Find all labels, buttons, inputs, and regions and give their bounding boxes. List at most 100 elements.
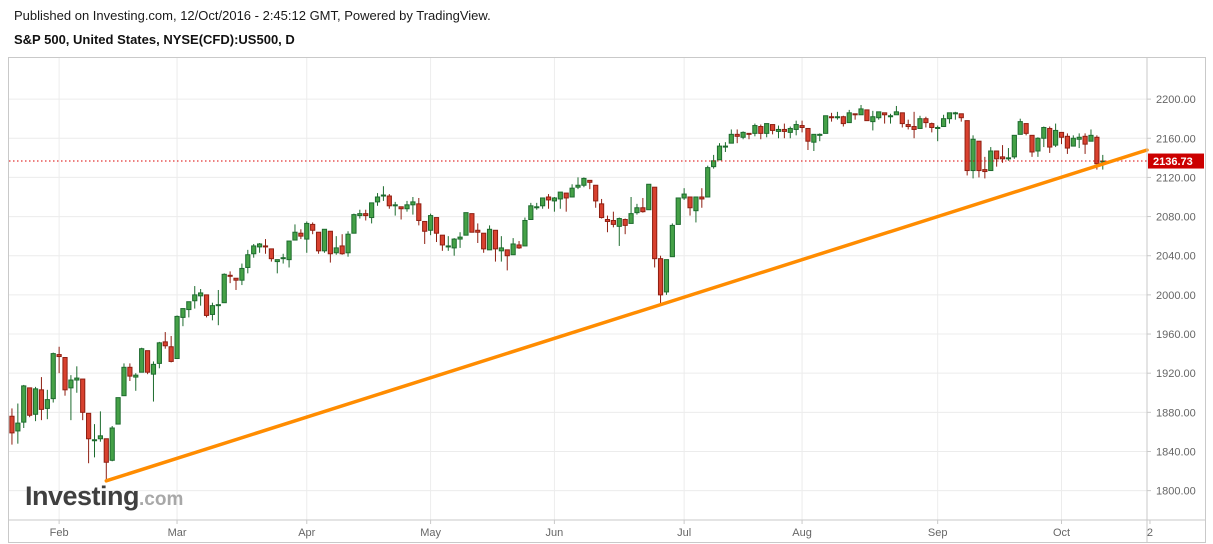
candle [616, 218, 622, 227]
candle [481, 232, 487, 250]
candle [534, 206, 540, 209]
candle [946, 112, 953, 120]
candle [828, 116, 835, 119]
investing-logo: Investing.com [25, 483, 183, 510]
candle [899, 112, 905, 125]
candle [451, 238, 457, 249]
candle [9, 415, 15, 434]
y-axis-label: 1960.00 [1156, 329, 1196, 341]
candle [911, 126, 917, 130]
candle [198, 292, 204, 297]
x-axis-label: Jul [677, 527, 691, 539]
candle [652, 186, 658, 260]
candle [386, 195, 392, 207]
candle [280, 257, 286, 260]
symbol-title: S&P 500, United States, NYSE(CFD):US500,… [14, 32, 295, 47]
candle [433, 217, 440, 234]
candle [186, 301, 192, 311]
candle [304, 222, 310, 240]
candle [374, 196, 381, 203]
candle [1017, 121, 1023, 135]
candle [251, 245, 257, 255]
candle [180, 308, 186, 318]
candle [557, 191, 563, 200]
candle [764, 123, 770, 134]
candle [834, 116, 841, 119]
candle [1041, 127, 1047, 139]
candle [27, 387, 33, 416]
y-axis-label: 2040.00 [1156, 251, 1196, 263]
candle [711, 160, 717, 168]
candle [245, 254, 251, 268]
candle [44, 399, 50, 409]
candle [74, 377, 80, 381]
x-axis-label: 2 [1147, 527, 1153, 539]
candle [799, 125, 805, 129]
candle [475, 229, 481, 233]
candle [581, 177, 587, 186]
candle [510, 243, 516, 256]
candle [1047, 127, 1053, 148]
candle [593, 184, 599, 202]
candle [675, 197, 681, 225]
candle [746, 132, 752, 135]
published-line: Published on Investing.com, 12/Oct/2016 … [14, 8, 491, 23]
candle [410, 201, 416, 206]
candle [775, 128, 782, 132]
candle [522, 219, 528, 247]
candle [811, 133, 817, 143]
candle [752, 125, 758, 134]
candle [681, 193, 687, 199]
candle [422, 220, 428, 232]
candle [887, 115, 894, 118]
candle [740, 131, 746, 138]
candle [1035, 137, 1041, 152]
candle [504, 249, 510, 257]
candle [1076, 136, 1082, 140]
investing-logo-suffix: .com [139, 489, 184, 510]
candle [292, 231, 298, 241]
candle [758, 126, 764, 134]
candle [327, 230, 333, 255]
candle [168, 346, 174, 362]
candle [893, 111, 899, 116]
candle [864, 109, 870, 122]
candle [793, 124, 799, 130]
candle [215, 304, 221, 307]
last-price-tag [1148, 153, 1204, 169]
candle [569, 187, 575, 198]
candle [227, 274, 233, 277]
candle [156, 342, 162, 364]
candle [545, 196, 552, 201]
candle [587, 179, 593, 183]
candle [852, 113, 858, 116]
candle [15, 422, 21, 432]
chart-frame: 2200.00 2160.00 2120.00 2080.00 2040.00 2000.… [8, 57, 1206, 543]
candle [988, 150, 994, 172]
candle [982, 169, 988, 173]
candle [174, 315, 180, 360]
x-axis-label: Feb [50, 527, 69, 539]
candle [817, 133, 823, 136]
candle [610, 219, 616, 225]
candle [398, 206, 404, 210]
candle [1058, 131, 1065, 138]
candle [958, 113, 964, 119]
candle [32, 388, 39, 415]
candle [663, 259, 670, 293]
candle [345, 233, 351, 254]
candle [380, 194, 387, 197]
candle [540, 197, 546, 207]
candle [298, 232, 304, 237]
y-axis-label: 2160.00 [1156, 133, 1196, 145]
candle [274, 259, 280, 263]
candle [62, 357, 68, 391]
candle [705, 167, 711, 198]
candle [940, 118, 947, 128]
candle [964, 120, 970, 172]
candle [86, 412, 92, 440]
candle [929, 123, 935, 129]
candle [1094, 136, 1100, 165]
candle [127, 366, 133, 377]
candle [463, 212, 469, 236]
